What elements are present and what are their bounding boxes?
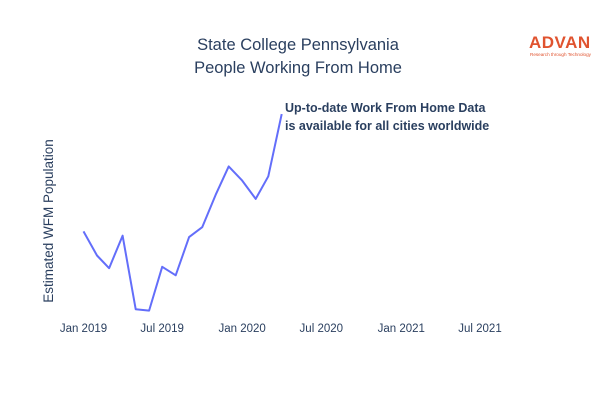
advan-logo: ADVAN Research through Technology — [529, 33, 592, 57]
x-tick-label-5: Jul 2021 — [458, 323, 501, 335]
chart-annotation-line-2: is available for all cities worldwide — [285, 119, 489, 133]
x-tick-label-1: Jul 2019 — [140, 323, 183, 335]
x-tick-label-2: Jan 2020 — [219, 323, 266, 335]
series-line-0 — [82, 113, 283, 312]
plot-area — [82, 113, 283, 312]
x-tick-label-4: Jan 2021 — [378, 323, 425, 335]
x-tick-label-3: Jul 2020 — [300, 323, 343, 335]
y-axis-label: Estimated WFM Population — [41, 139, 56, 303]
advan-logo-tagline: Research through Technology — [530, 52, 592, 57]
chart-annotation-line-1: Up-to-date Work From Home Data — [285, 101, 487, 115]
x-axis-ticks: Jan 2019 Jul 2019 Jan 2020 Jul 2020 Jan 2021… — [60, 323, 502, 335]
advan-logo-text: ADVAN — [529, 33, 591, 52]
chart-title-line-2: People Working From Home — [194, 59, 402, 77]
x-tick-label-0: Jan 2019 — [60, 323, 107, 335]
chart-title-line-1: State College Pennsylvania — [197, 36, 400, 54]
